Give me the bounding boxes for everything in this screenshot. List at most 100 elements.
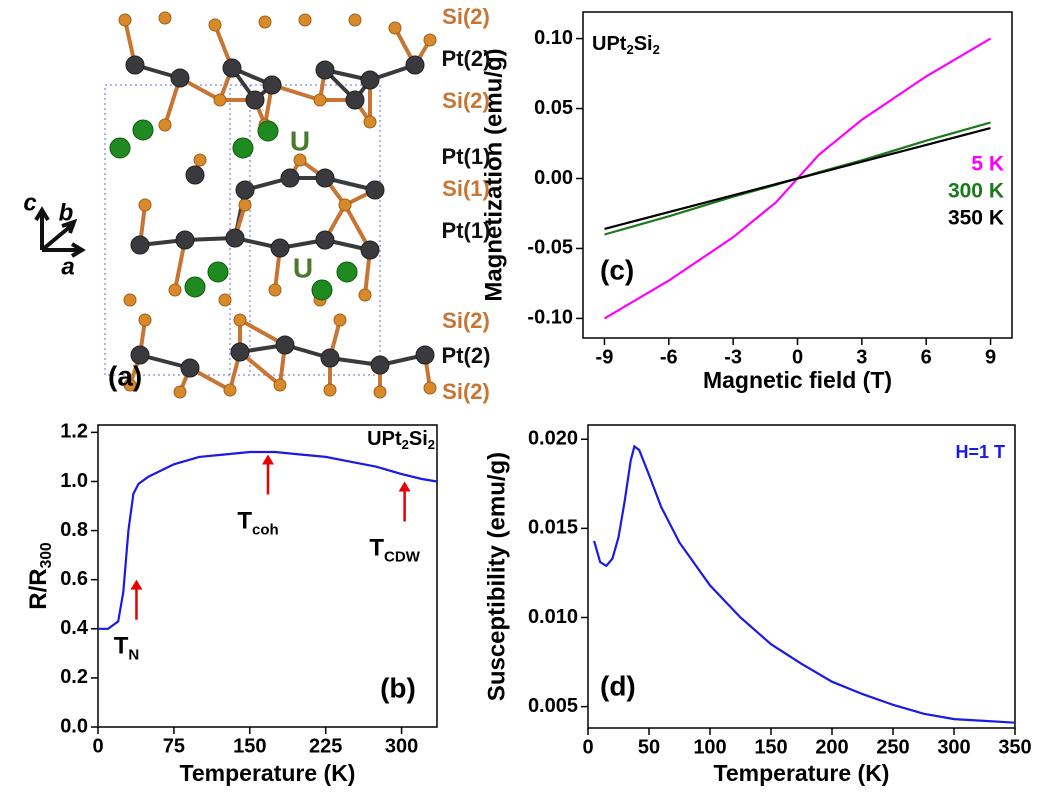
y-tick-label: 1.2 <box>60 421 88 443</box>
si-atom <box>213 93 227 107</box>
pt-atom <box>230 342 250 362</box>
text-part: Si <box>634 33 653 55</box>
y-tick-label: 0.0 <box>60 715 88 737</box>
y-tick-label: 0.010 <box>528 606 578 628</box>
text-part: T <box>114 633 129 660</box>
text-part: UPt <box>367 428 402 450</box>
pt-atom <box>315 60 335 80</box>
text-part: 300 <box>38 542 55 568</box>
site-label: Si(2) <box>442 308 490 333</box>
x-tick-label: 250 <box>876 736 909 758</box>
si-atom <box>168 283 182 297</box>
annotation: Tcoh <box>237 508 278 539</box>
u-atom <box>257 120 279 142</box>
u-atom <box>109 137 131 159</box>
y-tick-label: 0.00 <box>534 167 573 189</box>
si-atom <box>158 118 172 132</box>
y-tick-label: -0.05 <box>527 237 573 259</box>
x-tick-label: -6 <box>660 346 678 368</box>
pt-atom <box>280 168 300 188</box>
si-atom <box>333 313 347 327</box>
x-axis-title: Magnetic field (T) <box>703 367 892 393</box>
si-atom <box>268 283 282 297</box>
arrow-head <box>262 454 275 465</box>
u-label: U <box>290 125 310 156</box>
x-tick-label: 6 <box>921 346 932 368</box>
y-tick-label: 0.10 <box>534 27 573 49</box>
si-atom <box>363 115 377 129</box>
pt-atom <box>315 168 335 188</box>
u-atom <box>311 279 333 301</box>
compound-label: UPt2Si2 <box>367 428 435 452</box>
site-label: Pt(2) <box>442 46 491 71</box>
text-part: 2 <box>653 42 660 57</box>
pt-atom <box>345 90 365 110</box>
y-axis-title: Susceptibility (emu/g) <box>483 452 510 701</box>
x-tick-label: 300 <box>937 736 970 758</box>
plot-frame <box>97 424 438 728</box>
x-tick-label: 200 <box>815 736 848 758</box>
si-atom <box>123 293 137 307</box>
si-atom <box>208 18 222 32</box>
pt-atom <box>170 68 190 88</box>
axis-icon-label: a <box>61 253 74 280</box>
y-tick-label: 0.4 <box>60 617 89 639</box>
x-tick-label: 350 <box>998 736 1031 758</box>
si-atom <box>323 383 337 397</box>
text-part: R/R <box>25 568 52 609</box>
pt-atom <box>320 348 340 368</box>
text-part: N <box>128 647 139 664</box>
x-axis-title: Temperature (K) <box>180 760 356 786</box>
pt-atom <box>360 70 380 90</box>
text-part: Si <box>409 428 428 450</box>
text-part: UPt <box>592 33 627 55</box>
si-atom <box>293 153 307 167</box>
si-atom <box>298 13 312 27</box>
pt-atom <box>245 90 265 110</box>
si-atom <box>273 378 287 392</box>
text-part: coh <box>252 521 279 538</box>
site-label: Si(2) <box>442 379 490 404</box>
si-atom <box>193 153 207 167</box>
chart: 0 75 150 225 3000.00.20.40.60.81.01.2(b)TNTc… <box>60 421 438 757</box>
y-tick-label: 0.015 <box>528 517 578 539</box>
data-line <box>593 444 1016 724</box>
x-tick-label: 50 <box>638 736 660 758</box>
si-atom <box>223 383 237 397</box>
u-atom <box>184 276 206 298</box>
pt-atom <box>222 58 242 78</box>
x-tick-label: 0 <box>92 735 103 757</box>
panel-label: (b) <box>380 672 416 703</box>
x-tick-label: 75 <box>163 735 185 757</box>
axis-arrow <box>42 242 86 258</box>
axis-icon-label: b <box>59 199 74 226</box>
text-part: T <box>369 535 384 562</box>
pt-atom <box>365 180 385 200</box>
axis-icon-label: c <box>23 189 36 216</box>
pt-atom <box>125 55 145 75</box>
site-label: Si(2) <box>442 88 490 113</box>
arrow-head <box>130 579 143 590</box>
pt-atom <box>360 240 380 260</box>
site-label: Pt(1) <box>442 144 491 169</box>
x-tick-label: 9 <box>985 346 996 368</box>
x-tick-label: 3 <box>856 346 867 368</box>
u-atom <box>336 261 358 283</box>
y-tick-label: 1.0 <box>60 470 88 492</box>
pt-atom <box>370 355 390 375</box>
x-tick-label: 0 <box>582 736 593 758</box>
plot-frame <box>587 424 1016 729</box>
x-tick-label: 150 <box>233 735 266 757</box>
x-tick-label: -9 <box>596 346 614 368</box>
chart: 0 50 100 150 200 250 300 350 0.005 0.010 0.015 0.02… <box>528 424 1032 758</box>
site-label: Si(2) <box>442 4 490 29</box>
pt-atom <box>315 230 335 250</box>
panel-label: (c) <box>600 254 634 285</box>
y-tick-label: 0.05 <box>534 97 573 119</box>
annotation: TCDW <box>369 535 420 566</box>
legend-entry: 300 K <box>948 180 1004 203</box>
pt-atom <box>175 230 195 250</box>
site-label: Pt(2) <box>442 343 491 368</box>
unit-cell <box>104 84 251 376</box>
y-tick-label: 0.020 <box>528 428 578 450</box>
